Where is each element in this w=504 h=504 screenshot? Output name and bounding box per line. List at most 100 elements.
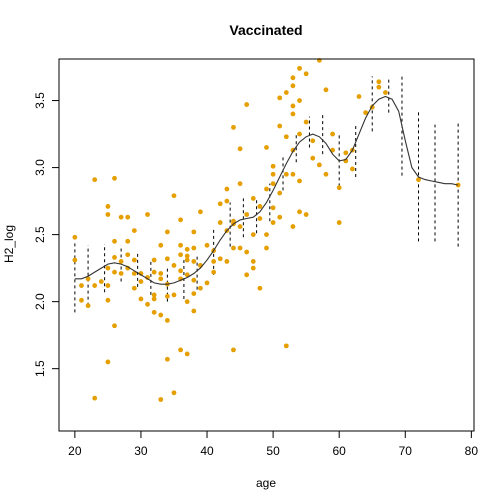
data-point [343,150,349,156]
data-point [79,297,84,303]
data-point [158,271,164,276]
data-point [250,232,256,238]
data-point [204,242,210,248]
data-point [303,71,309,77]
data-point [164,293,170,299]
data-point [363,110,369,116]
data-point [264,186,269,192]
data-point [112,255,117,260]
data-point [79,283,84,288]
data-point [297,131,302,137]
data-point [290,111,296,117]
data-point [257,216,263,221]
data-point [178,347,183,353]
data-point [237,245,243,251]
data-point [125,238,131,244]
data-point [297,98,302,103]
data-point [138,279,144,284]
data-point [125,214,131,220]
data-point [184,257,190,263]
data-point [145,301,150,307]
y-tick-label: 1.5 [33,360,47,377]
data-point [224,198,230,204]
data-point [171,390,177,396]
data-point [310,155,316,161]
data-point [72,257,78,263]
data-point [171,263,177,268]
data-point [184,351,190,357]
data-point [191,245,197,251]
x-axis-label: age [256,476,276,490]
data-point [118,214,124,220]
x-tick-label: 60 [333,444,347,458]
data-point [257,204,263,209]
data-point [336,220,342,225]
data-point [270,205,276,211]
data-point [264,232,269,238]
x-tick-label: 70 [399,444,413,458]
interval-bands [74,73,459,313]
data-point [92,283,98,288]
data-point [151,309,157,315]
data-point [290,224,296,229]
data-point [231,245,236,251]
data-point [191,291,197,296]
data-point [131,285,137,291]
x-tick-label: 50 [266,444,280,458]
data-point [112,323,117,329]
data-point [158,242,164,248]
data-point [98,279,104,284]
data-point [283,90,289,95]
data-point [376,79,382,85]
y-tick-label: 3.0 [33,159,47,176]
data-point [164,256,170,262]
data-point [125,252,131,258]
data-point [105,359,111,365]
data-point [198,209,203,215]
data-point [270,171,276,177]
data-point [270,163,276,169]
data-point [323,87,329,93]
data-point [211,259,217,264]
data-point [204,280,210,286]
y-tick-label: 2.0 [33,293,47,310]
data-point [250,259,256,264]
data-point [105,204,111,209]
data-point [184,246,190,252]
data-point [244,272,250,278]
data-point [151,292,157,298]
data-point [231,347,236,353]
data-point [151,257,157,263]
data-point [191,259,197,264]
data-point [178,268,183,274]
data-point [323,171,329,177]
data-point [138,296,144,302]
data-point [231,124,236,130]
data-point [316,162,322,168]
data-point [85,276,91,282]
data-point [283,134,289,140]
data-point [184,253,190,259]
data-point [112,175,117,181]
data-point [277,190,283,196]
data-point [118,259,124,264]
data-point [277,95,283,101]
data-point [85,303,91,309]
smooth-line-group [74,95,459,285]
data-point [217,256,223,262]
y-axis: 1.5 2.0 2.5 3.0 3.5 [33,92,60,377]
data-point [297,65,302,71]
data-point [264,245,269,251]
data-point [237,146,243,152]
smooth-line [74,95,459,285]
data-point [131,257,137,263]
data-point [290,83,296,89]
data-point [290,171,296,177]
data-point [330,131,335,137]
data-point [131,271,137,276]
data-point [178,242,183,248]
chart-title: Vaccinated [229,22,302,38]
data-point [277,123,283,129]
data-point [131,228,137,233]
